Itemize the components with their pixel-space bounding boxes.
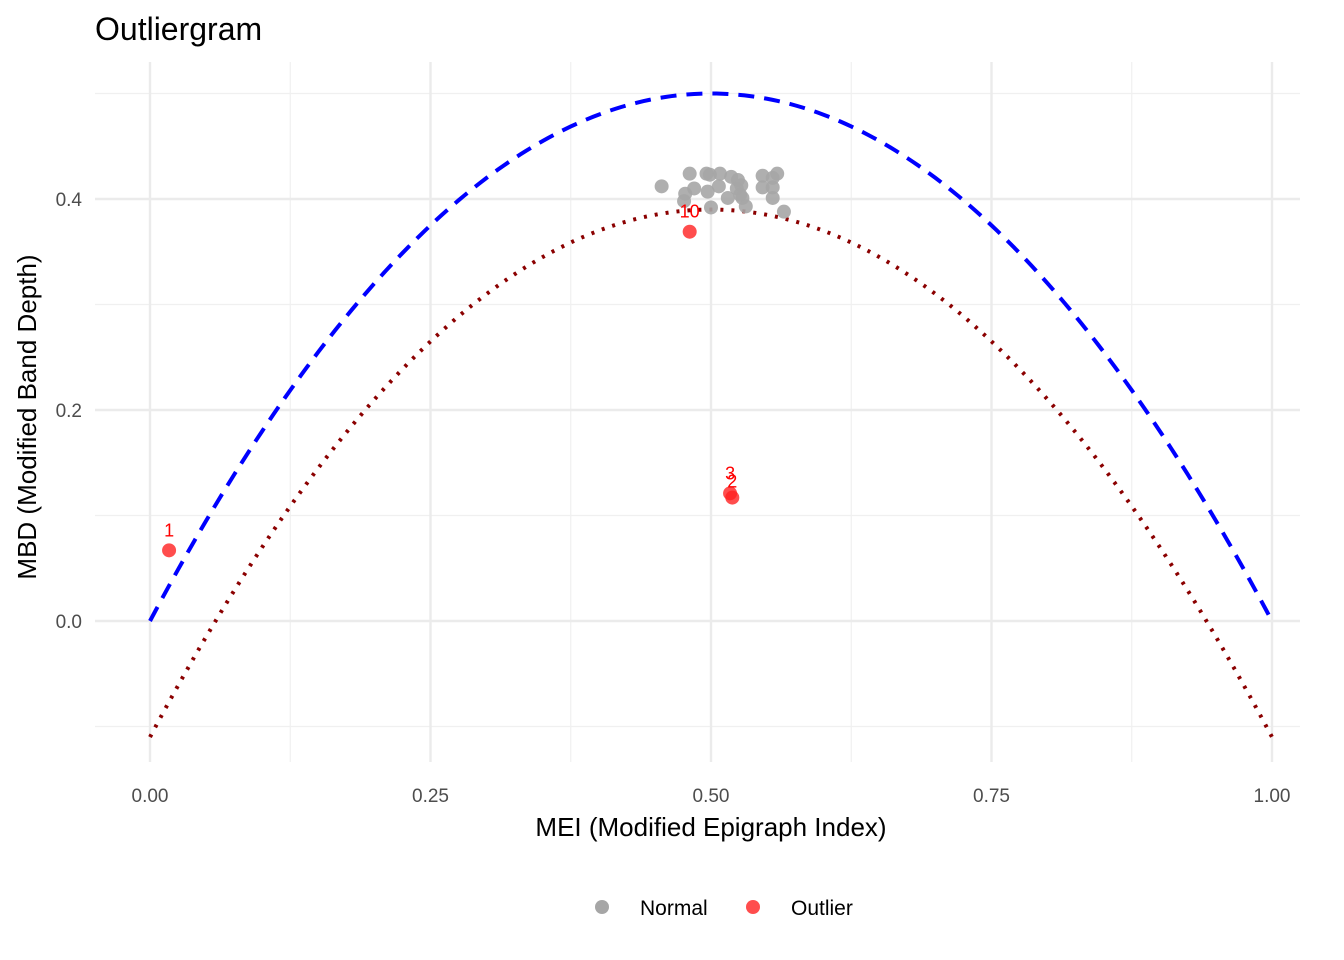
outlier-label: 2 (727, 472, 737, 492)
y-tick-label: 0.2 (56, 401, 82, 422)
data-points (162, 166, 791, 558)
x-axis-title: MEI (Modified Epigraph Index) (535, 812, 886, 842)
normal-point (700, 184, 715, 199)
normal-point (677, 194, 692, 209)
normal-point (702, 167, 717, 182)
x-tick-label: 1.00 (1254, 786, 1291, 807)
outlier-point (162, 543, 177, 558)
y-tick-label: 0.4 (56, 190, 83, 211)
normal-point (682, 166, 697, 181)
outlier-point (725, 490, 740, 505)
normal-point (704, 200, 718, 215)
x-tick-label: 0.50 (693, 786, 730, 807)
legend-marker-outlier (746, 900, 760, 914)
point-labels: 1 10 32 (164, 202, 737, 541)
x-tick-label: 0.75 (973, 786, 1010, 807)
outlier-label: 1 (164, 520, 174, 540)
legend-item-normal: Normal (595, 897, 708, 920)
outlier-label: 10 (680, 202, 700, 222)
normal-point (755, 180, 770, 195)
legend-label-outlier: Outlier (791, 897, 853, 920)
y-axis-ticks: 0.0 0.2 0.4 (56, 190, 83, 633)
normal-point (712, 166, 727, 181)
legend-label-normal: Normal (640, 897, 708, 920)
normal-point (720, 190, 735, 205)
legend: Normal Outlier (595, 897, 853, 920)
normal-point (687, 181, 702, 196)
normal-point (654, 179, 669, 194)
y-tick-label: 0.0 (56, 612, 82, 633)
normal-point (765, 190, 780, 205)
outlier-label: 3 (725, 463, 735, 483)
normal-point (770, 166, 785, 181)
outlier-point (682, 224, 697, 239)
normal-point (738, 199, 753, 214)
parabola-curve (148, 91, 1274, 622)
chart-title: Outliergram (95, 11, 262, 47)
legend-item-outlier: Outlier (746, 897, 853, 920)
x-tick-label: 0.00 (132, 786, 169, 807)
x-tick-label: 0.25 (412, 786, 449, 807)
normal-point (711, 179, 726, 194)
legend-marker-normal (595, 900, 609, 914)
normal-point (776, 204, 791, 219)
normal-point (765, 180, 780, 195)
y-axis-title: MBD (Modified Band Depth) (12, 254, 42, 579)
x-axis-ticks: 0.00 0.25 0.50 0.75 1.00 (132, 786, 1291, 807)
